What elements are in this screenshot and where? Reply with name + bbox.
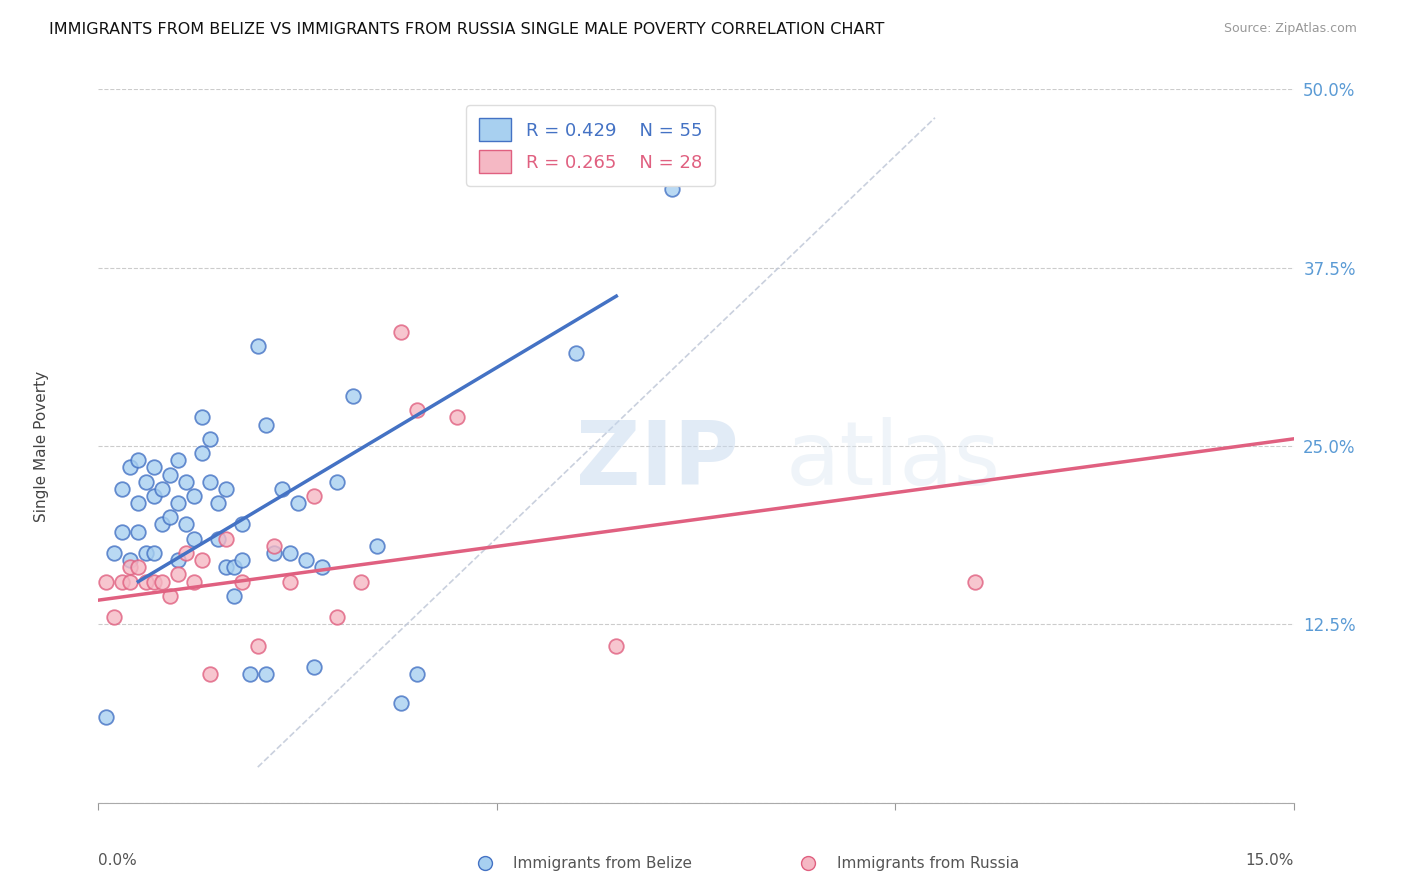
Point: [143, 460, 166, 475]
Point: [231, 517, 253, 532]
Point: [150, 482, 173, 496]
Point: [963, 574, 986, 589]
Point: [174, 546, 197, 560]
Text: ZIP: ZIP: [576, 417, 740, 504]
Point: [207, 496, 229, 510]
Point: [231, 574, 253, 589]
Point: [135, 574, 157, 589]
Point: [191, 553, 214, 567]
Point: [167, 567, 190, 582]
Point: [389, 325, 412, 339]
Point: [103, 546, 125, 560]
Point: [326, 475, 349, 489]
Text: Source: ZipAtlas.com: Source: ZipAtlas.com: [1223, 22, 1357, 36]
Point: [103, 610, 125, 624]
Point: [294, 553, 316, 567]
Point: [350, 574, 373, 589]
Point: [406, 403, 429, 417]
Point: [254, 667, 277, 681]
Point: [342, 389, 364, 403]
Point: [198, 432, 221, 446]
Point: [120, 560, 142, 574]
Point: [150, 574, 173, 589]
Point: [96, 710, 118, 724]
Point: [135, 475, 157, 489]
Point: [143, 574, 166, 589]
Text: atlas: atlas: [786, 417, 1001, 504]
Point: [215, 482, 238, 496]
Point: [222, 589, 245, 603]
Point: [183, 489, 205, 503]
Point: [150, 517, 173, 532]
Point: [389, 696, 412, 710]
Point: [191, 410, 214, 425]
Point: [287, 496, 309, 510]
Point: [167, 553, 190, 567]
Point: [302, 660, 325, 674]
Point: [270, 482, 292, 496]
Point: [605, 639, 627, 653]
Point: [406, 667, 429, 681]
Point: [254, 417, 277, 432]
Point: [127, 524, 149, 539]
Text: 0.0%: 0.0%: [98, 853, 138, 868]
Point: [120, 553, 142, 567]
Point: [215, 560, 238, 574]
Point: [263, 546, 285, 560]
Point: [222, 560, 245, 574]
Point: [135, 546, 157, 560]
Point: [302, 489, 325, 503]
Point: [127, 496, 149, 510]
Point: [120, 460, 142, 475]
Point: [111, 524, 134, 539]
Point: [159, 467, 181, 482]
Point: [191, 446, 214, 460]
Point: [167, 496, 190, 510]
Point: [239, 667, 262, 681]
Point: [159, 589, 181, 603]
Text: IMMIGRANTS FROM BELIZE VS IMMIGRANTS FROM RUSSIA SINGLE MALE POVERTY CORRELATION: IMMIGRANTS FROM BELIZE VS IMMIGRANTS FRO…: [49, 22, 884, 37]
Text: 15.0%: 15.0%: [1246, 853, 1294, 868]
Point: [174, 517, 197, 532]
Point: [326, 610, 349, 624]
Point: [159, 510, 181, 524]
Point: [127, 560, 149, 574]
Point: [207, 532, 229, 546]
Point: [96, 574, 118, 589]
Text: Single Male Poverty: Single Male Poverty: [34, 370, 49, 522]
Point: [278, 546, 301, 560]
Point: [446, 410, 468, 425]
Point: [111, 574, 134, 589]
Point: [198, 475, 221, 489]
Point: [661, 182, 683, 196]
Point: [231, 553, 253, 567]
Point: [366, 539, 388, 553]
Point: [183, 532, 205, 546]
Point: [246, 639, 269, 653]
Point: [565, 346, 588, 360]
Point: [246, 339, 269, 353]
Point: [120, 574, 142, 589]
Point: [278, 574, 301, 589]
Point: [127, 453, 149, 467]
Point: [111, 482, 134, 496]
Point: [198, 667, 221, 681]
Point: [263, 539, 285, 553]
Point: [311, 560, 333, 574]
Text: Immigrants from Belize: Immigrants from Belize: [513, 856, 692, 871]
Point: [143, 489, 166, 503]
Point: [215, 532, 238, 546]
Point: [143, 546, 166, 560]
Point: [167, 453, 190, 467]
Legend: R = 0.429    N = 55, R = 0.265    N = 28: R = 0.429 N = 55, R = 0.265 N = 28: [465, 105, 714, 186]
Text: Immigrants from Russia: Immigrants from Russia: [837, 856, 1019, 871]
Point: [183, 574, 205, 589]
Point: [174, 475, 197, 489]
